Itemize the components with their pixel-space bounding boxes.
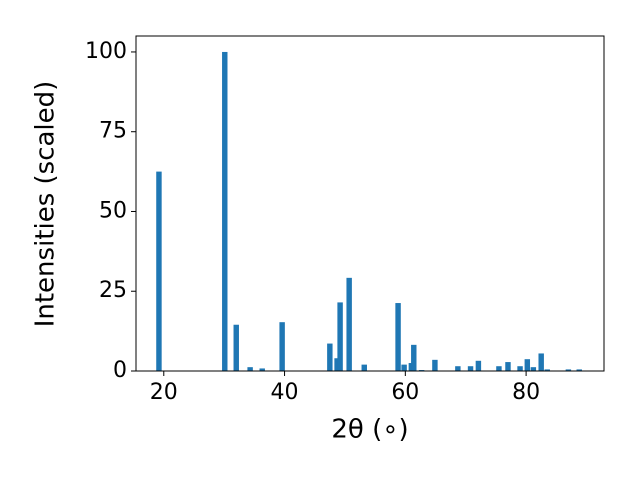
y-tick-label: 75 <box>99 119 127 144</box>
y-axis-label: Intensities (scaled) <box>31 81 61 328</box>
bar <box>346 277 352 371</box>
bar <box>505 362 511 371</box>
bar <box>411 344 417 371</box>
x-tick-label: 40 <box>271 380 299 405</box>
x-tick-label: 20 <box>150 380 178 405</box>
bar <box>455 366 461 371</box>
bar <box>222 51 228 371</box>
bar <box>544 369 550 371</box>
bar <box>279 322 285 371</box>
bar <box>576 369 582 371</box>
bar <box>233 324 239 371</box>
y-tick-label: 0 <box>113 358 127 383</box>
bar <box>156 171 162 371</box>
y-tick-label: 100 <box>85 39 127 64</box>
bar <box>247 367 253 371</box>
bar <box>538 353 544 371</box>
bar <box>334 358 340 371</box>
x-tick-label: 80 <box>512 380 540 405</box>
bar <box>327 343 333 371</box>
bar <box>517 366 523 371</box>
x-axis-label: 2θ (∘) <box>331 415 408 445</box>
plot-frame <box>135 35 605 372</box>
bar <box>432 359 438 371</box>
bar <box>259 368 265 371</box>
bar <box>401 364 407 371</box>
bar <box>475 360 482 371</box>
y-tick-label: 25 <box>99 278 127 303</box>
bar <box>496 366 502 371</box>
bar <box>361 364 367 371</box>
bar <box>467 366 474 371</box>
y-tick-label: 50 <box>99 198 127 223</box>
bar <box>530 367 537 371</box>
bar <box>524 359 531 371</box>
bar <box>337 302 343 371</box>
bar <box>565 369 572 371</box>
bar <box>395 303 401 371</box>
x-tick-label: 60 <box>391 380 419 405</box>
